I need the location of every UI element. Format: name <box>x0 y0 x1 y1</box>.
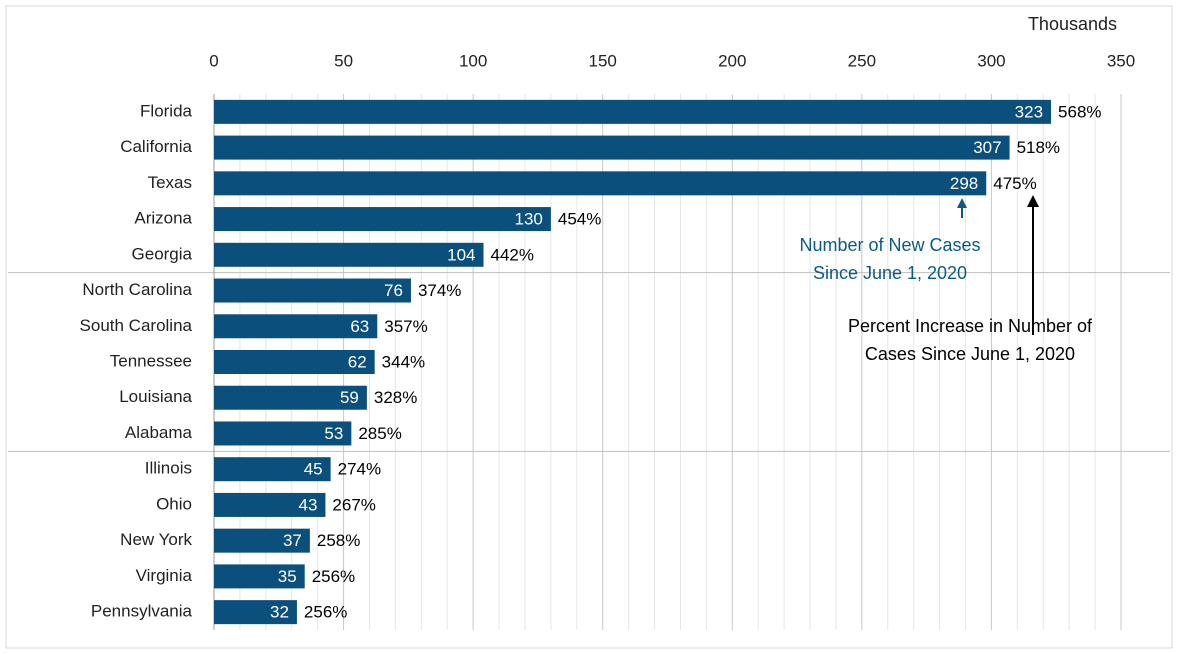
bar <box>214 99 1052 124</box>
x-tick-label: 250 <box>848 51 876 70</box>
x-tick-label: 300 <box>977 51 1005 70</box>
bar <box>214 421 352 446</box>
bar-value-label: 62 <box>348 352 367 371</box>
y-tick-label: Pennsylvania <box>91 602 193 621</box>
bar <box>214 171 987 196</box>
bar <box>214 564 305 589</box>
bar-value-label: 35 <box>278 567 297 586</box>
x-tick-label: 150 <box>589 51 617 70</box>
annotation: Percent Increase in Number of <box>848 316 1093 336</box>
bar <box>214 457 331 482</box>
bar-value-label: 130 <box>515 210 543 229</box>
y-tick-label: Texas <box>148 173 192 192</box>
bar <box>214 492 326 517</box>
percent-label: 256% <box>304 603 347 622</box>
bar <box>214 385 367 410</box>
percent-label: 454% <box>558 210 601 229</box>
bar-value-label: 76 <box>384 281 403 300</box>
percent-label: 518% <box>1017 138 1060 157</box>
bar-value-label: 63 <box>350 317 369 336</box>
bar-value-label: 53 <box>324 424 343 443</box>
arrow-head <box>957 198 967 208</box>
percent-label: 267% <box>332 495 375 514</box>
arrow-head <box>1027 195 1039 207</box>
bar <box>214 135 1010 160</box>
percent-label: 344% <box>382 352 425 371</box>
x-tick-label: 0 <box>209 51 218 70</box>
annotation: Number of New Cases <box>799 235 980 255</box>
bar <box>214 207 551 232</box>
y-tick-label: Florida <box>140 101 193 120</box>
bar <box>214 600 297 625</box>
y-tick-label: California <box>120 137 192 156</box>
bar-value-label: 104 <box>447 245 475 264</box>
y-tick-label: North Carolina <box>82 280 192 299</box>
bar-value-label: 307 <box>973 138 1001 157</box>
marks-layer <box>214 99 1052 625</box>
x-tick-label: 350 <box>1107 51 1135 70</box>
percent-label: 285% <box>358 424 401 443</box>
percent-label: 442% <box>491 245 534 264</box>
y-tick-label: Illinois <box>145 459 192 478</box>
percent-label: 357% <box>384 317 427 336</box>
bar <box>214 242 484 267</box>
annotation: Since June 1, 2020 <box>813 263 967 283</box>
bar-value-label: 43 <box>299 495 318 514</box>
percent-label: 374% <box>418 281 461 300</box>
bar-value-label: 323 <box>1015 102 1043 121</box>
y-tick-label: Tennessee <box>110 351 192 370</box>
bar <box>214 278 411 303</box>
bar-value-label: 59 <box>340 388 359 407</box>
bar <box>214 314 378 339</box>
annotation: Cases Since June 1, 2020 <box>865 344 1075 364</box>
y-tick-label: Georgia <box>132 244 193 263</box>
bar <box>214 350 375 374</box>
y-tick-label: Louisiana <box>119 387 192 406</box>
y-tick-label: South Carolina <box>80 316 193 335</box>
y-tick-label: Arizona <box>134 209 192 228</box>
axis-unit-label: Thousands <box>1028 14 1117 34</box>
y-tick-label: Alabama <box>125 423 193 442</box>
x-tick-label: 50 <box>334 51 353 70</box>
percent-label: 568% <box>1058 102 1101 121</box>
bar <box>214 528 310 553</box>
bar-value-label: 32 <box>270 603 289 622</box>
bar-value-label: 37 <box>283 531 302 550</box>
percent-label: 256% <box>312 567 355 586</box>
percent-label: 274% <box>338 460 381 479</box>
bar-value-label: 298 <box>950 174 978 193</box>
y-tick-label: Virginia <box>136 566 193 585</box>
percent-label: 475% <box>993 174 1036 193</box>
y-tick-label: New York <box>120 530 192 549</box>
percent-label: 328% <box>374 388 417 407</box>
x-tick-label: 100 <box>459 51 487 70</box>
bar-value-label: 45 <box>304 460 323 479</box>
x-tick-label: 200 <box>718 51 746 70</box>
percent-label: 258% <box>317 531 360 550</box>
y-tick-label: Ohio <box>156 494 192 513</box>
